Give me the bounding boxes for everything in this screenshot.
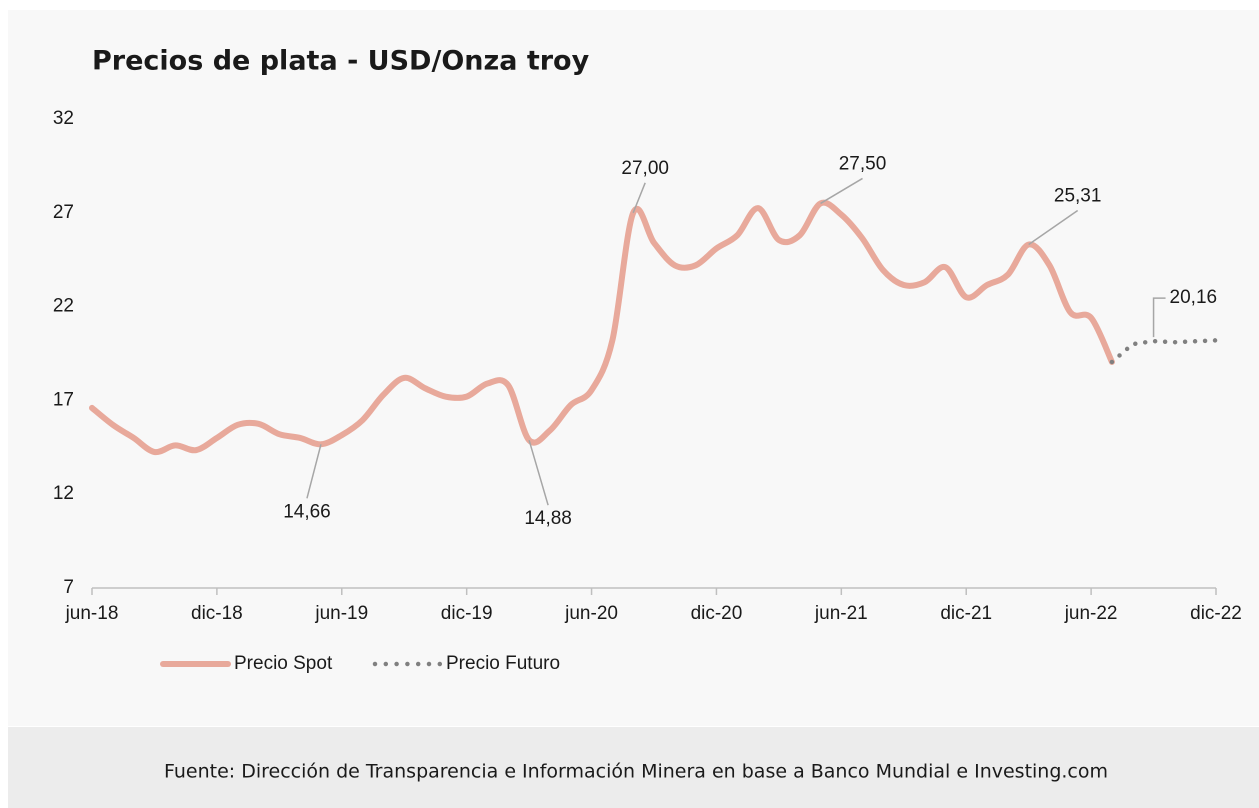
series-line [89, 199, 1115, 456]
y-tick-label: 32 [53, 108, 74, 129]
x-tick-label: dic-19 [441, 603, 493, 624]
x-tick-label: jun-22 [1064, 603, 1118, 624]
chart-panel [8, 10, 1259, 726]
data-label: 14,66 [283, 501, 331, 522]
x-tick-label: jun-20 [564, 603, 618, 624]
legend-label: Precio Futuro [446, 653, 560, 674]
series-line [1109, 338, 1219, 365]
legend-label: Precio Spot [234, 653, 333, 674]
data-label: 25,31 [1054, 186, 1102, 207]
footer-panel [8, 727, 1259, 808]
x-tick-label: dic-20 [691, 603, 743, 624]
leader-line [306, 444, 322, 499]
source-note: Fuente: Dirección de Transparencia e Inf… [164, 761, 1108, 783]
leader-line [1028, 209, 1079, 246]
y-tick-label: 27 [53, 202, 74, 223]
leader-line [1152, 297, 1166, 338]
y-tick-label: 12 [53, 483, 74, 504]
x-tick-label: jun-18 [65, 603, 119, 624]
y-tick-label: 7 [63, 577, 74, 598]
x-tick-label: dic-22 [1190, 603, 1242, 624]
leader-line [528, 439, 549, 506]
y-tick-label: 22 [53, 296, 74, 317]
data-label: 20,16 [1170, 287, 1218, 308]
x-tick-label: dic-18 [191, 603, 243, 624]
data-label: 27,00 [621, 158, 669, 179]
chart-title: Precios de plata - USD/Onza troy [92, 46, 590, 77]
y-tick-label: 17 [53, 389, 74, 410]
data-label: 27,50 [839, 153, 887, 174]
x-tick-label: dic-21 [940, 603, 992, 624]
leader-line [820, 177, 863, 205]
data-label: 14,88 [524, 508, 572, 529]
leader-line [632, 182, 646, 214]
x-tick-label: jun-21 [814, 603, 868, 624]
x-tick-label: jun-19 [314, 603, 368, 624]
